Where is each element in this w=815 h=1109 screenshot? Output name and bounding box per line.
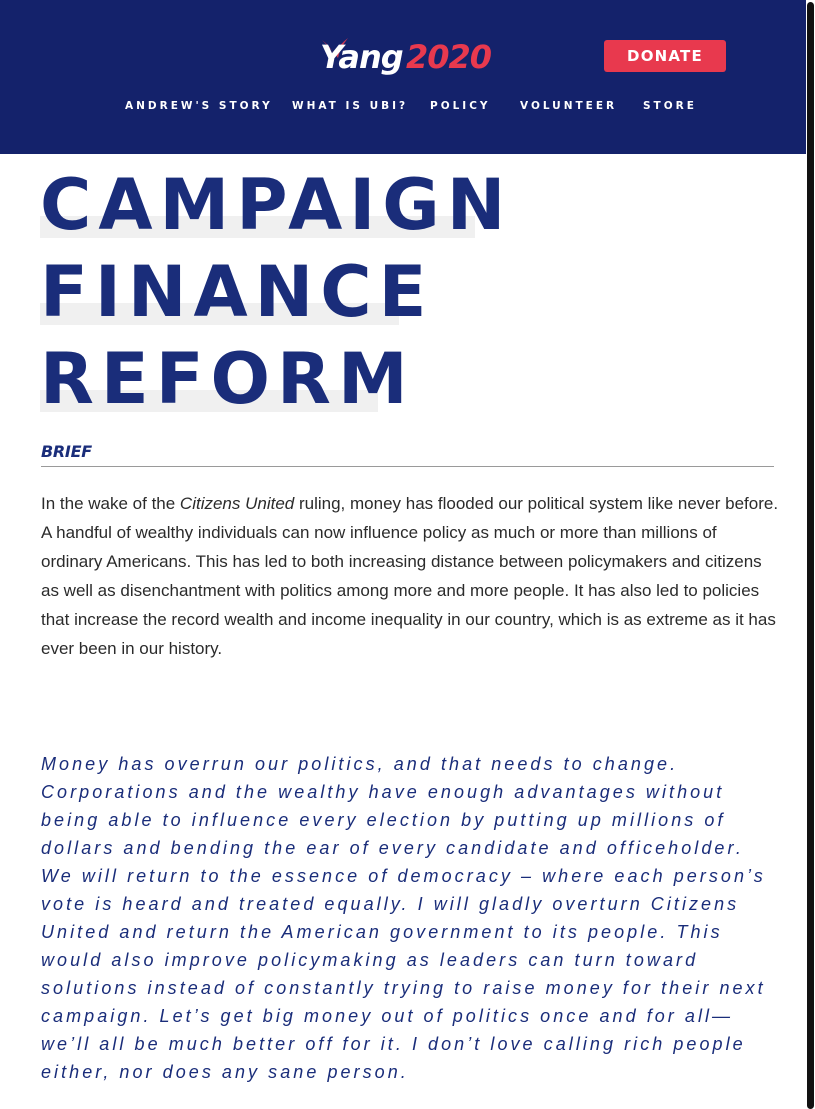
- logo-word: Yang: [320, 38, 404, 76]
- yang2020-logo[interactable]: Yang 2020: [318, 34, 498, 82]
- nav-what-is-ubi[interactable]: WHAT IS UBI?: [292, 100, 409, 112]
- nav-policy[interactable]: POLICY: [430, 100, 491, 112]
- logo-year: 2020: [406, 38, 492, 76]
- section-label: BRIEF: [41, 442, 92, 461]
- title-line-1: CAMPAIGN: [40, 164, 513, 246]
- brief-prefix: In the wake of the: [41, 494, 180, 513]
- title-highlight: [40, 303, 399, 325]
- donate-button[interactable]: DONATE: [604, 40, 726, 72]
- section-divider: [41, 466, 774, 467]
- brief-emphasis: Citizens United: [179, 494, 295, 513]
- brief-suffix: ruling, money has flooded our political …: [41, 494, 779, 658]
- title-highlight: [40, 390, 378, 412]
- nav-andrews-story[interactable]: ANDREW'S STORY: [125, 100, 273, 112]
- nav-store[interactable]: STORE: [643, 100, 697, 112]
- candidate-quote: Money has overrun our politics, and that…: [41, 754, 766, 1082]
- nav-volunteer[interactable]: VOLUNTEER: [520, 100, 618, 112]
- site-header: Yang 2020 DONATE ANDREW'S STORY WHAT IS …: [0, 0, 815, 154]
- title-line-3: REFORM: [40, 338, 415, 420]
- main-nav: ANDREW'S STORY WHAT IS UBI? POLICY VOLUN…: [0, 100, 815, 116]
- scrollbar[interactable]: [806, 0, 815, 1109]
- title-line-2: FINANCE: [40, 251, 434, 333]
- title-highlight: [40, 216, 475, 238]
- scrollbar-thumb[interactable]: [807, 2, 814, 1109]
- brief-paragraph: In the wake of the Citizens United rulin…: [41, 489, 779, 663]
- flag-swoosh-icon: [322, 38, 348, 58]
